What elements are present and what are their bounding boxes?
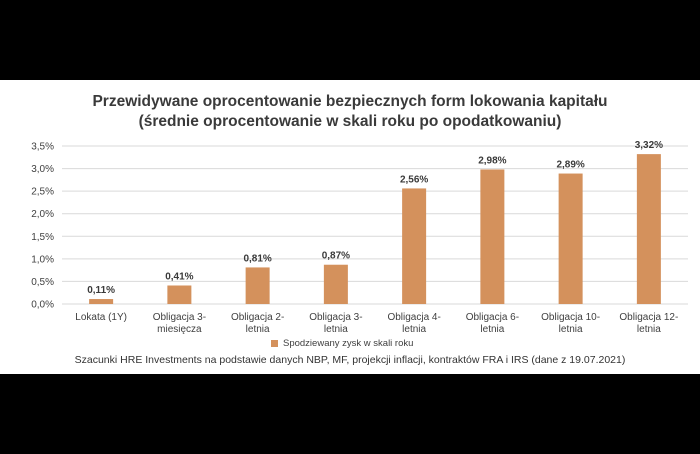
bar: [323, 264, 348, 304]
y-tick-label: 3,0%: [31, 164, 54, 175]
data-label: 0,81%: [243, 253, 271, 264]
y-tick-label: 3,5%: [31, 142, 54, 153]
y-tick-label: 0,5%: [31, 277, 54, 288]
chart-title: Przewidywane oprocentowanie bezpiecznych…: [92, 93, 608, 110]
legend-swatch: [271, 340, 278, 347]
bar: [636, 154, 661, 304]
bar: [245, 267, 270, 304]
y-tick-label: 1,5%: [31, 232, 54, 243]
y-tick-label: 2,5%: [31, 187, 54, 198]
x-tick-label: Obligacja 3-: [309, 312, 362, 323]
bar-chart: 0,0% 0,5% 1,0% 1,5% 2,0% 2,5% 3,0% 3,5% 0,11% Lok…: [31, 140, 688, 335]
x-tick-label: Obligacja 6-: [466, 312, 519, 323]
bar: [89, 299, 114, 304]
data-label: 3,32%: [635, 140, 663, 151]
x-tick-label: Lokata (1Y): [75, 312, 127, 323]
x-tick-label: Obligacja 4-: [387, 312, 440, 323]
legend-label: Spodziewany zysk w skali roku: [283, 338, 414, 349]
legend: Spodziewany zysk w skali roku: [271, 338, 413, 349]
y-tick-label: 1,0%: [31, 254, 54, 265]
data-label: 2,56%: [400, 174, 428, 185]
x-tick-label: Obligacja 3-: [153, 312, 206, 323]
data-label: 0,41%: [165, 271, 193, 282]
data-label: 0,87%: [322, 251, 350, 262]
bar: [480, 169, 505, 304]
data-label: 2,98%: [478, 155, 506, 166]
x-tick-label: letnia: [559, 324, 583, 335]
y-tick-label: 2,0%: [31, 209, 54, 220]
bar: [167, 285, 192, 304]
x-tick-label: letnia: [637, 324, 661, 335]
x-tick-label: letnia: [324, 324, 348, 335]
source-note: Szacunki HRE Investments na podstawie da…: [74, 354, 626, 366]
chart-panel: Przewidywane oprocentowanie bezpiecznych…: [0, 80, 700, 374]
x-tick-label: letnia: [402, 324, 426, 335]
x-tick-label: Obligacja 10-: [541, 312, 600, 323]
bar: [402, 188, 427, 304]
bar: [558, 173, 583, 304]
x-tick-label: letnia: [480, 324, 504, 335]
chart-subtitle: (średnie oprocentowanie w skali roku po …: [138, 113, 562, 130]
data-label: 2,89%: [556, 160, 584, 171]
y-tick-label: 0,0%: [31, 300, 54, 311]
x-tick-label: miesięcza: [157, 324, 202, 335]
x-tick-label: Obligacja 12-: [619, 312, 678, 323]
x-tick-label: letnia: [246, 324, 270, 335]
data-label: 0,11%: [87, 285, 115, 296]
x-tick-label: Obligacja 2-: [231, 312, 284, 323]
